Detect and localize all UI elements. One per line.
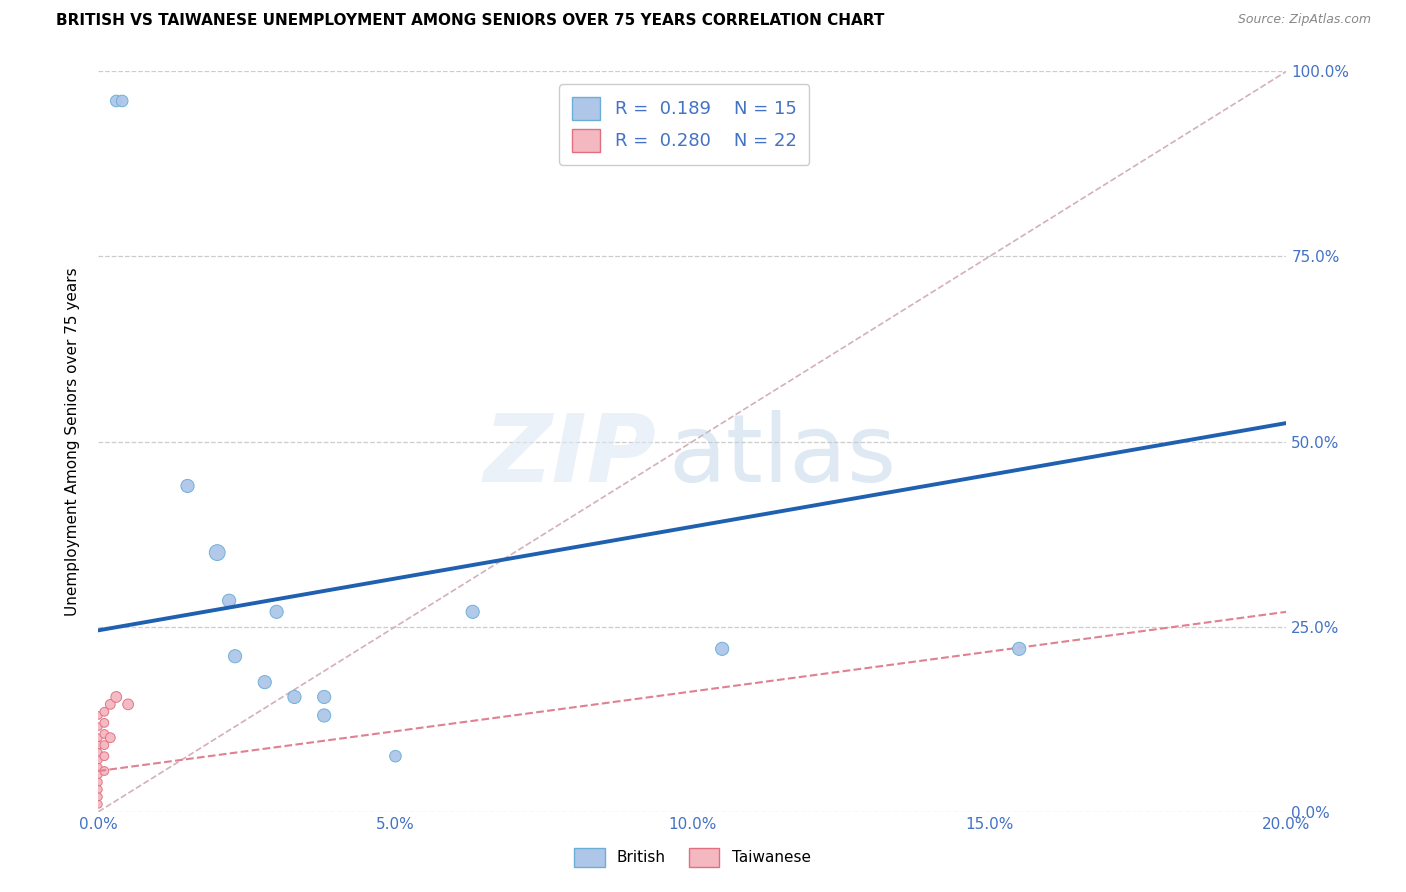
Point — [87, 760, 110, 774]
Point — [1008, 641, 1031, 656]
Point — [384, 749, 406, 764]
Point — [87, 708, 110, 723]
Point — [87, 746, 110, 760]
Point — [87, 789, 110, 804]
Text: Source: ZipAtlas.com: Source: ZipAtlas.com — [1237, 13, 1371, 27]
Point — [87, 797, 110, 812]
Point — [98, 698, 121, 712]
Point — [224, 649, 246, 664]
Point — [461, 605, 484, 619]
Point — [93, 727, 115, 741]
Point — [105, 94, 128, 108]
Text: ZIP: ZIP — [484, 410, 657, 502]
Point — [266, 605, 288, 619]
Point — [218, 593, 240, 607]
Point — [93, 764, 115, 778]
Point — [87, 738, 110, 752]
Point — [176, 479, 198, 493]
Legend: British, Taiwanese: British, Taiwanese — [567, 840, 818, 874]
Point — [93, 715, 115, 730]
Point — [98, 731, 121, 745]
Point — [314, 708, 336, 723]
Point — [207, 546, 229, 560]
Text: BRITISH VS TAIWANESE UNEMPLOYMENT AMONG SENIORS OVER 75 YEARS CORRELATION CHART: BRITISH VS TAIWANESE UNEMPLOYMENT AMONG … — [56, 13, 884, 29]
Point — [87, 753, 110, 767]
Point — [87, 731, 110, 745]
Point — [314, 690, 336, 704]
Point — [711, 641, 734, 656]
Point — [87, 720, 110, 734]
Point — [111, 94, 134, 108]
Point — [93, 705, 115, 719]
Y-axis label: Unemployment Among Seniors over 75 years: Unemployment Among Seniors over 75 years — [65, 268, 80, 615]
Point — [117, 698, 139, 712]
Point — [93, 749, 115, 764]
Point — [87, 775, 110, 789]
Point — [105, 690, 128, 704]
Point — [283, 690, 305, 704]
Point — [93, 738, 115, 752]
Point — [87, 767, 110, 781]
Point — [87, 782, 110, 797]
Text: atlas: atlas — [669, 410, 897, 502]
Point — [253, 675, 276, 690]
